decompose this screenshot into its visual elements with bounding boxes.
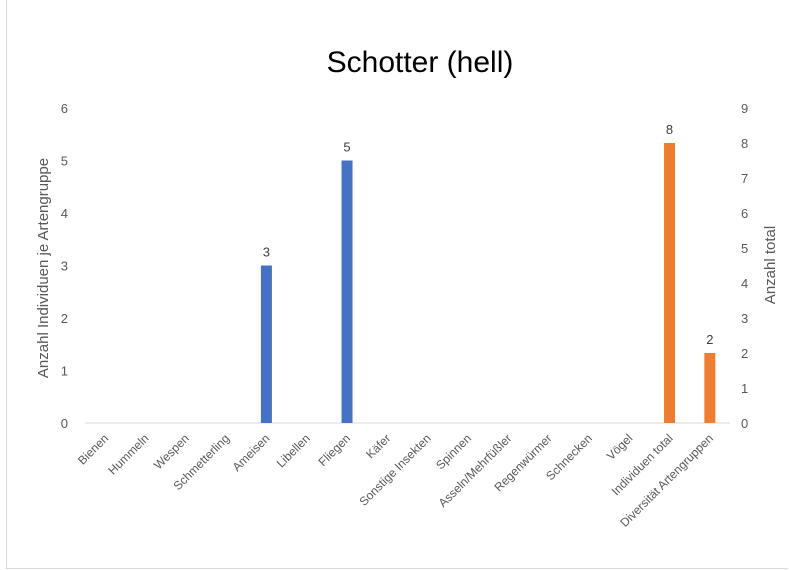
y-tick-label: 6 — [61, 101, 68, 116]
y-tick-label: 0 — [61, 416, 68, 431]
y2-tick-label: 3 — [741, 311, 748, 326]
y2-tick-label: 1 — [741, 381, 748, 396]
bar — [341, 160, 353, 423]
y2-tick-label: 7 — [741, 171, 748, 186]
bar — [664, 143, 676, 423]
chart-frame — [6, 0, 788, 569]
x-tick-label: Bienen — [75, 431, 111, 467]
x-tick-label: Asseln/Mehrfüßler — [436, 431, 515, 510]
chart-title: Schotter (hell) — [327, 46, 514, 79]
data-label: 8 — [666, 122, 673, 137]
y2-tick-label: 2 — [741, 346, 748, 361]
x-tick-label: Spinnen — [433, 431, 474, 472]
x-tick-label: Sonstige Insekten — [356, 431, 433, 508]
bar — [260, 265, 272, 423]
y2-tick-label: 5 — [741, 241, 748, 256]
y-tick-label: 5 — [61, 154, 68, 169]
y-tick-label: 3 — [61, 259, 68, 274]
y2-tick-label: 8 — [741, 136, 748, 151]
y-axis-label: Anzahl Individuen je Artengruppe — [35, 158, 52, 378]
data-label: 2 — [706, 332, 713, 347]
bar — [704, 353, 716, 423]
x-tick-label: Ameisen — [230, 431, 273, 474]
x-tick-label: Vögel — [604, 431, 636, 463]
data-label: 3 — [263, 245, 270, 260]
y2-axis-label: Anzahl total — [762, 226, 779, 304]
x-tick-label: Wespen — [151, 431, 192, 472]
y2-tick-label: 9 — [741, 101, 748, 116]
x-tick-label: Hummeln — [105, 431, 151, 477]
y2-tick-label: 4 — [741, 276, 748, 291]
x-tick-label: Käfer — [363, 431, 393, 461]
data-label: 5 — [343, 140, 350, 155]
y-tick-label: 1 — [61, 364, 68, 379]
x-tick-label: Fliegen — [315, 431, 353, 469]
y2-tick-label: 6 — [741, 206, 748, 221]
y2-tick-label: 0 — [741, 416, 748, 431]
y-tick-label: 2 — [61, 311, 68, 326]
x-tick-label: Libellen — [274, 431, 313, 470]
y-tick-label: 4 — [61, 206, 68, 221]
